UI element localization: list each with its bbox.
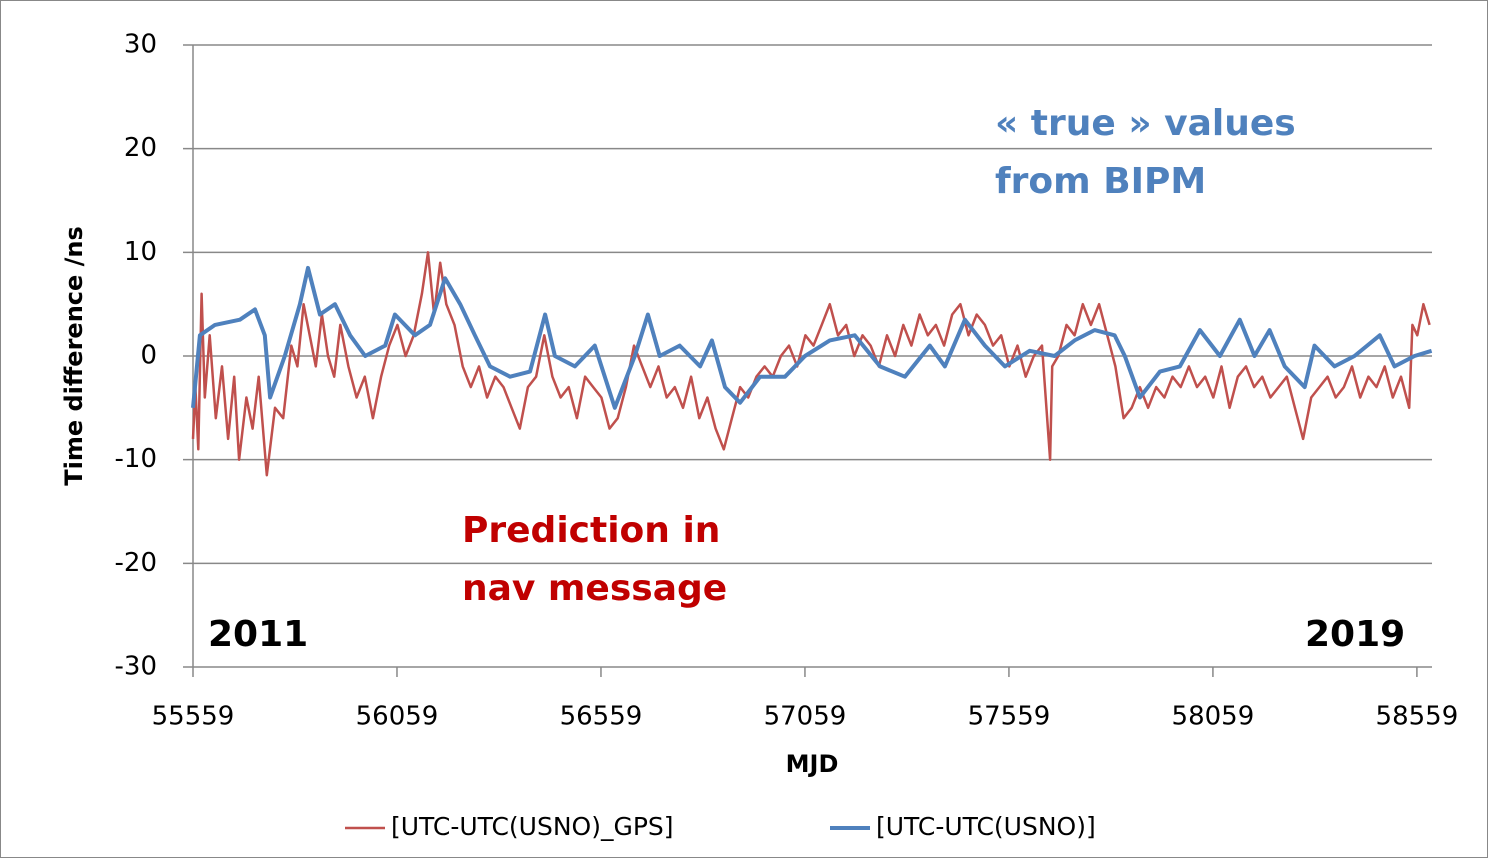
y-tick-label: 30 bbox=[124, 30, 157, 60]
x-tick-label: 57559 bbox=[968, 702, 1051, 732]
y-tick-label: 0 bbox=[140, 341, 157, 371]
annotation: 2019 bbox=[1305, 614, 1405, 655]
x-tick-label: 58559 bbox=[1376, 702, 1459, 732]
y-tick-label: -20 bbox=[115, 548, 157, 578]
annotation: nav message bbox=[462, 568, 727, 609]
y-tick-label: 10 bbox=[124, 237, 157, 267]
y-tick-label: 20 bbox=[124, 133, 157, 163]
x-tick-label: 57059 bbox=[764, 702, 847, 732]
data-line bbox=[191, 251, 1431, 477]
data-line bbox=[191, 265, 1433, 410]
x-tick-label: 55559 bbox=[152, 702, 235, 732]
legend-label: [UTC-UTC(USNO)] bbox=[876, 812, 1096, 841]
x-tick-label: 56059 bbox=[356, 702, 439, 732]
y-tick-label: -10 bbox=[115, 444, 157, 474]
annotation: Prediction in bbox=[462, 510, 720, 551]
annotation: 2011 bbox=[208, 614, 308, 655]
x-tick-label: 58059 bbox=[1172, 702, 1255, 732]
legend-label: [UTC-UTC(USNO)_GPS] bbox=[391, 812, 674, 841]
annotation: from BIPM bbox=[995, 161, 1206, 202]
y-tick-label: -30 bbox=[115, 652, 157, 682]
x-axis-title: MJD bbox=[786, 750, 839, 778]
annotation: « true » values bbox=[995, 103, 1296, 144]
x-tick-label: 56559 bbox=[560, 702, 643, 732]
y-axis-title: Time difference /ns bbox=[60, 226, 88, 486]
